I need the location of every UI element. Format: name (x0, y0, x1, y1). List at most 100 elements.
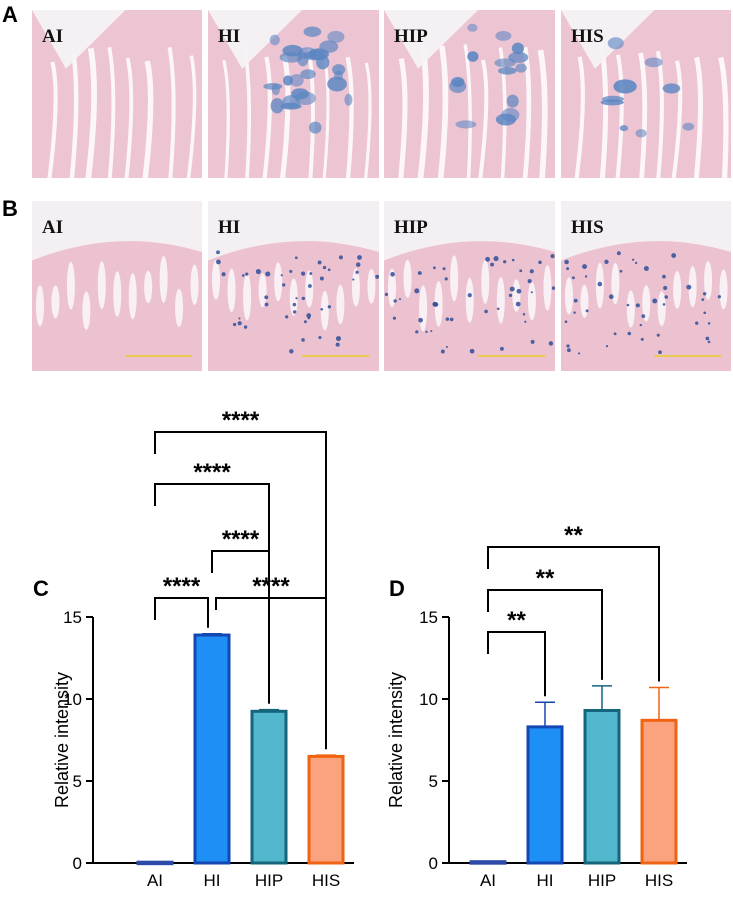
stain-dot (289, 269, 293, 273)
stain-dot (619, 269, 623, 273)
stain-dot (509, 286, 515, 292)
gland-lumen (496, 276, 505, 324)
stain-dot (573, 298, 578, 303)
significance-bracket (211, 550, 270, 704)
stain-dot (469, 348, 475, 354)
stain-dot (425, 330, 428, 334)
stain-dot (301, 338, 305, 342)
stain-dot (414, 288, 420, 294)
alcian-stain (508, 51, 529, 63)
gland-lumen (36, 285, 44, 327)
stain-dot (392, 316, 397, 320)
crypt-lumen (718, 56, 729, 178)
gland-lumen (274, 262, 283, 302)
significance-label: **** (222, 407, 260, 434)
stain-dot (695, 321, 699, 325)
crypt-lumen (463, 44, 472, 178)
stain-dot (585, 309, 589, 313)
gland-lumen (351, 268, 360, 307)
stain-dot (663, 285, 668, 291)
panel-letter-c: C (33, 576, 49, 601)
micrograph-label: HI (218, 217, 241, 238)
gland-lumen (51, 285, 60, 319)
micrograph-label: HIS (571, 26, 604, 47)
bar-his (640, 718, 678, 865)
crypt-lumen (398, 57, 408, 178)
alcian-stain (455, 120, 477, 129)
stain-dot (292, 302, 297, 307)
alcian-stain (319, 40, 339, 53)
alcian-stain (300, 69, 316, 80)
stain-dot (327, 268, 331, 272)
stain-dot (307, 316, 311, 320)
bar-ai (469, 860, 507, 865)
stain-dot (702, 292, 707, 296)
y-tick-label: 10 (419, 690, 438, 709)
alcian-stain (269, 34, 280, 46)
crypt-lumen (186, 55, 197, 178)
significance-bracket (154, 597, 209, 628)
stain-dot (652, 298, 658, 304)
gland-lumen (465, 277, 474, 323)
stain-dot (530, 291, 533, 294)
alcian-stain (327, 30, 345, 43)
lumen-space (561, 10, 655, 69)
stain-dot (503, 260, 507, 264)
stain-dot (393, 299, 397, 303)
stain-dot (658, 350, 662, 355)
gland-lumen (97, 261, 106, 310)
micrograph-label: HIP (394, 26, 428, 47)
stain-dot (613, 332, 617, 336)
y-tick-label: 15 (63, 608, 82, 627)
stain-dot (442, 267, 446, 271)
stain-dot (467, 293, 472, 298)
significance-label: ** (507, 607, 526, 634)
stain-dot (578, 352, 581, 355)
y-tick-label: 0 (429, 854, 438, 873)
gland-lumen (320, 290, 329, 331)
panel-letter-d: D (389, 576, 405, 601)
stain-dot (634, 261, 638, 265)
crypt-lumen (478, 59, 489, 178)
crypt-lumen (671, 60, 683, 178)
stain-dot (656, 333, 660, 337)
alcian-stain (682, 122, 695, 131)
stain-dot (306, 313, 312, 318)
y-axis-label: Relative intensity (386, 672, 406, 808)
stain-dot (417, 271, 422, 275)
alcian-stain (501, 107, 520, 123)
gland-lumen (543, 265, 552, 311)
gland-lumen (212, 259, 220, 300)
stain-dot (616, 251, 621, 256)
stain-dot (440, 349, 445, 354)
gland-lumen (258, 273, 267, 308)
stain-dot (717, 295, 721, 299)
stain-dot (292, 310, 297, 314)
stain-dot (430, 330, 433, 333)
stain-dot (243, 325, 248, 329)
alcian-stain (309, 121, 322, 134)
stain-dot (567, 348, 571, 353)
stain-dot (604, 259, 609, 265)
stain-dot (280, 274, 283, 277)
alcian-stain (263, 83, 283, 90)
stain-dot (444, 277, 448, 281)
alcian-stain (270, 98, 284, 114)
stain-dot (384, 292, 389, 296)
stain-dot (686, 284, 692, 290)
gland-lumen (144, 270, 153, 304)
x-tick-label: HIP (588, 871, 616, 890)
micrograph-label: HI (218, 26, 241, 47)
crypt-lumen (345, 56, 354, 178)
alcian-stain (506, 94, 519, 108)
bar-hip (583, 708, 621, 865)
stain-dot (522, 313, 526, 316)
significance-bracket (215, 597, 327, 750)
stain-dot (322, 265, 327, 270)
gland-lumen (642, 285, 651, 322)
stain-dot (516, 288, 522, 294)
stain-dot (309, 272, 313, 275)
stain-dot (626, 303, 630, 307)
alcian-stain (289, 74, 304, 87)
alcian-stain (511, 42, 524, 55)
